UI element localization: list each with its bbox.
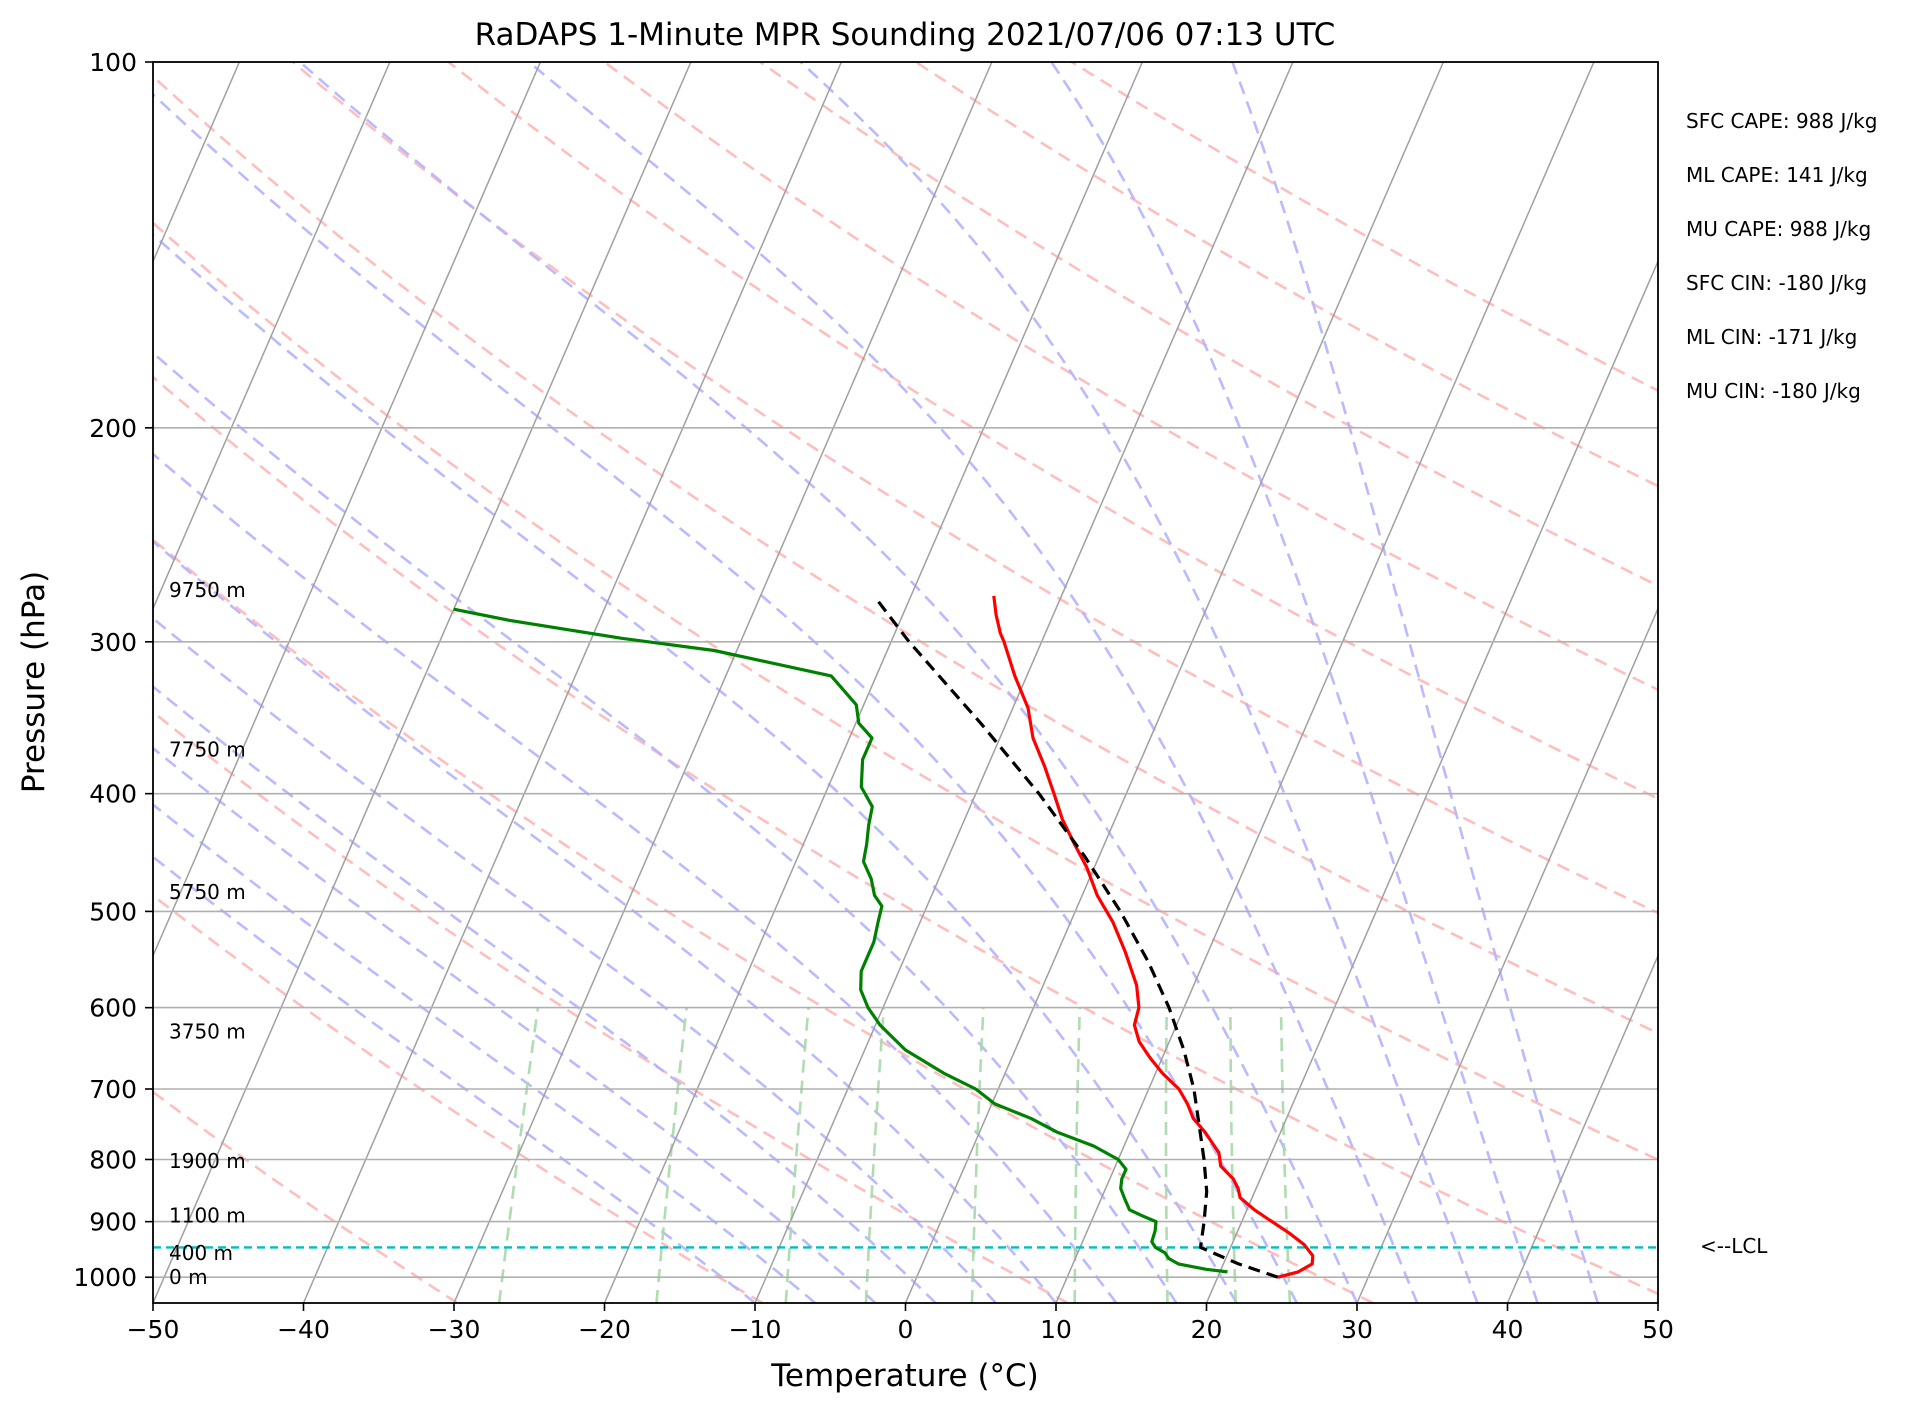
height-label: 1900 m [169, 1149, 246, 1173]
x-tick-label: 20 [1191, 1315, 1223, 1344]
height-label: 1100 m [169, 1204, 246, 1228]
moist-adiabat [299, 62, 1359, 1303]
x-tick-label: 40 [1492, 1315, 1524, 1344]
y-tick-label: 200 [89, 414, 137, 443]
isotherm [302, 62, 843, 1303]
isotherm [1055, 62, 1595, 1303]
x-tick-label: 10 [1040, 1315, 1072, 1344]
isotherm [603, 62, 1144, 1303]
y-tick-label: 300 [89, 628, 137, 657]
mixing-ratio-line [1279, 1007, 1292, 1303]
y-tick-label: 600 [89, 994, 137, 1023]
dewpoint-line [453, 607, 1228, 1274]
moist-adiabat [153, 685, 937, 1303]
mixing-ratio-line [1164, 1007, 1169, 1303]
height-label: 0 m [169, 1265, 208, 1289]
lcl-label: <--LCL [1700, 1234, 1768, 1258]
isotherm [1506, 953, 1658, 1303]
moist-adiabat [153, 351, 1178, 1303]
x-tick-label: −10 [729, 1315, 782, 1344]
x-tick-label: 0 [898, 1315, 914, 1344]
isotherm [453, 62, 993, 1303]
stat-label: ML CIN: -171 J/kg [1686, 325, 1857, 349]
x-axis-title: Temperature (°C) [770, 1358, 1039, 1394]
moist-adiabat [527, 62, 1419, 1303]
height-label: 7750 m [169, 738, 246, 762]
mixing-ratio-line [655, 1007, 688, 1303]
stat-label: MU CAPE: 988 J/kg [1686, 217, 1871, 241]
isotherm [1356, 606, 1658, 1303]
isotherm [153, 62, 542, 958]
isotherm [1205, 259, 1658, 1303]
y-tick-label: 700 [89, 1075, 137, 1104]
stat-label: SFC CAPE: 988 J/kg [1686, 109, 1877, 133]
dry-adiabat [759, 62, 1658, 588]
parcel-line [874, 596, 1279, 1279]
isotherm [153, 62, 391, 611]
moist-adiabat [153, 855, 756, 1303]
height-label: 400 m [169, 1241, 233, 1265]
moist-adiabat [153, 802, 817, 1303]
stat-label: MU CIN: -180 J/kg [1686, 379, 1861, 403]
moist-adiabat [1231, 62, 1600, 1303]
height-label: 9750 m [169, 578, 246, 602]
moist-adiabat [153, 92, 1298, 1303]
moist-adiabat [1050, 62, 1539, 1303]
x-tick-label: −30 [428, 1315, 481, 1344]
y-tick-label: 400 [89, 780, 137, 809]
moist-adiabat [153, 539, 1057, 1303]
x-tick-label: −40 [277, 1315, 330, 1344]
dry-adiabat [447, 62, 1658, 801]
pressure-gridlines [153, 62, 1658, 1278]
stat-label: SFC CIN: -180 J/kg [1686, 271, 1867, 295]
x-tick-label: −50 [127, 1315, 180, 1344]
dry-adiabat [153, 74, 1658, 1035]
x-tick-label: −20 [578, 1315, 631, 1344]
mixing-ratio-line [784, 1007, 810, 1303]
dry-adiabat [153, 375, 1658, 1296]
mixing-ratio-line [1073, 1007, 1082, 1303]
chart-title: RaDAPS 1-Minute MPR Sounding 2021/07/06 … [475, 17, 1336, 53]
stats-panel: SFC CAPE: 988 J/kg ML CAPE: 141 J/kg MU CA… [1686, 109, 1877, 403]
height-label: 3750 m [169, 1020, 246, 1044]
temperature-line [992, 595, 1315, 1279]
sounding-lines [153, 595, 1658, 1279]
y-axis: 100 200 300 400 500 600 700 800 900 1000 [73, 48, 153, 1292]
mixing-ratio-line [497, 1007, 540, 1303]
dry-adiabat [153, 710, 1069, 1303]
x-tick-label: 30 [1341, 1315, 1373, 1344]
moist-adiabat [799, 62, 1479, 1303]
dry-adiabat [153, 1090, 459, 1303]
y-tick-label: 100 [89, 48, 137, 77]
stat-label: ML CAPE: 141 J/kg [1686, 163, 1868, 187]
y-tick-label: 800 [89, 1145, 137, 1174]
height-label: 5750 m [169, 880, 246, 904]
isotherm [153, 62, 692, 1303]
moist-adiabat [153, 746, 877, 1303]
moist-adiabat [153, 452, 1118, 1303]
y-tick-label: 1000 [73, 1263, 137, 1292]
moist-adiabat [153, 232, 1238, 1303]
x-tick-label: 50 [1642, 1315, 1674, 1344]
y-tick-label: 500 [89, 897, 137, 926]
isotherm [754, 62, 1294, 1303]
y-axis-title: Pressure (hPa) [16, 571, 52, 793]
background-lines [153, 62, 1658, 1303]
y-tick-label: 900 [89, 1208, 137, 1237]
x-axis: −50 −40 −30 −20 −10 0 10 20 30 40 50 [127, 1303, 1674, 1344]
mixing-ratio-line [864, 1007, 886, 1303]
isotherm [904, 62, 1445, 1303]
dry-adiabat [153, 538, 1374, 1303]
mixing-ratio-line [970, 1007, 985, 1303]
dry-adiabat [153, 221, 1658, 1162]
